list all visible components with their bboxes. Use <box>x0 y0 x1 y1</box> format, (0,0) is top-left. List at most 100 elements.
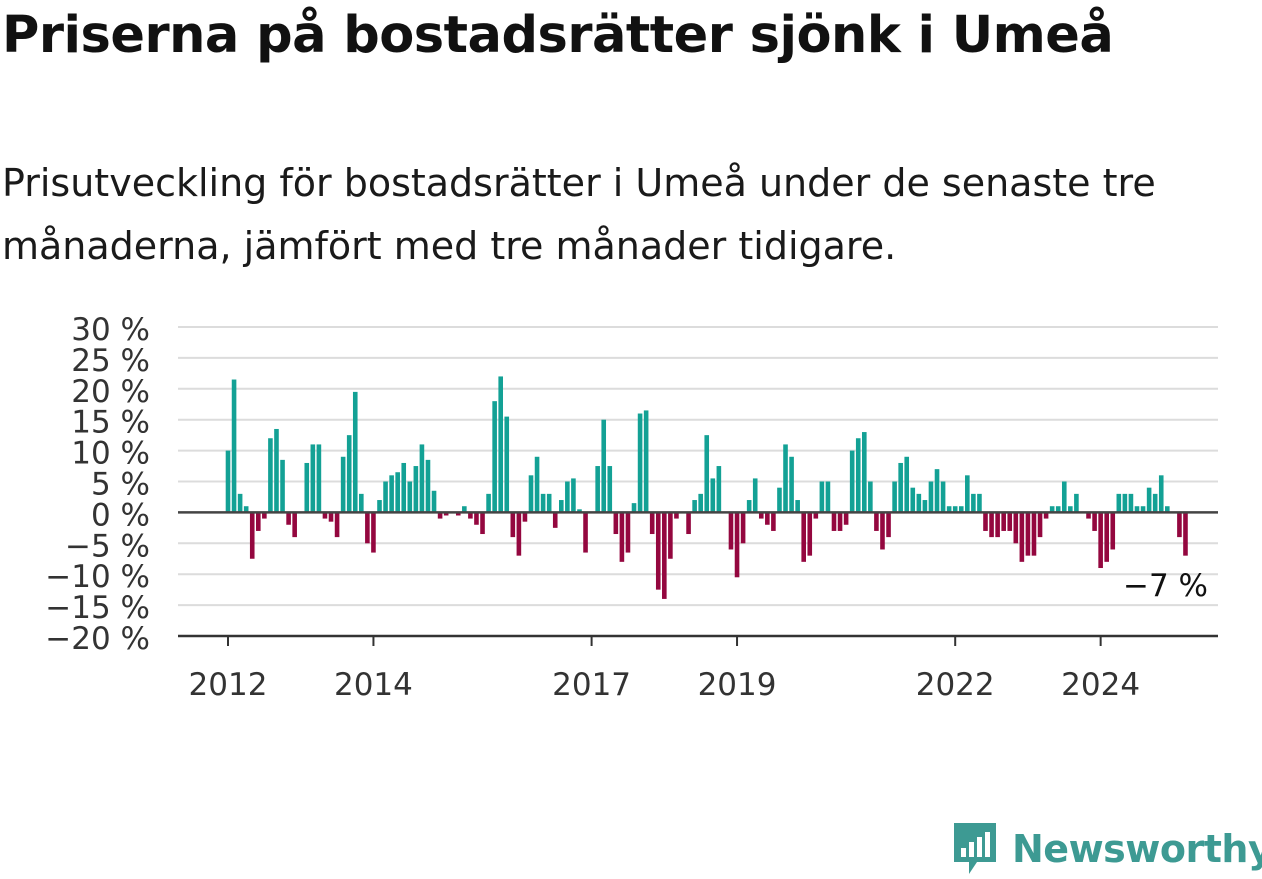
y-tick-label: 25 % <box>71 343 150 379</box>
bar <box>262 512 267 519</box>
bar <box>631 503 637 513</box>
bar <box>910 487 916 513</box>
bar <box>1025 512 1031 556</box>
bar <box>1049 506 1055 513</box>
bar <box>795 500 800 513</box>
bar <box>698 493 703 513</box>
chart-title: Priserna på bostadsrätter sjönk i Umeå <box>2 6 1114 65</box>
bar <box>249 512 255 559</box>
x-tick-label: 2014 <box>334 667 413 703</box>
bar <box>704 435 710 513</box>
bar <box>1019 512 1025 562</box>
bar <box>625 512 631 553</box>
bar <box>868 481 873 513</box>
last-value-annotation: −7 % <box>1123 568 1208 604</box>
bar <box>546 493 552 513</box>
bar <box>983 512 988 531</box>
bar <box>425 459 431 513</box>
bar <box>510 512 516 538</box>
bar <box>1104 512 1109 562</box>
bar <box>637 413 643 513</box>
bar <box>716 466 722 513</box>
bar <box>225 450 231 513</box>
y-tick-label: 5 % <box>91 467 150 503</box>
bar <box>268 438 273 513</box>
bar <box>843 512 849 525</box>
y-tick-label: 15 % <box>71 405 150 441</box>
bar <box>352 391 358 513</box>
bar <box>777 487 782 513</box>
bar <box>516 512 522 556</box>
bar <box>486 493 491 513</box>
bar <box>571 478 576 513</box>
bar <box>807 512 813 556</box>
y-tick-label: 20 % <box>71 374 150 410</box>
bar <box>528 475 534 513</box>
bar <box>1110 512 1116 550</box>
bar <box>952 506 958 513</box>
bar <box>389 475 394 513</box>
bar <box>855 438 861 513</box>
bar <box>862 432 867 513</box>
bar <box>662 512 667 599</box>
bar <box>1061 481 1067 513</box>
bar <box>540 493 546 513</box>
bar <box>904 456 910 513</box>
newsworthy-logo-icon <box>954 823 996 874</box>
bar <box>498 376 503 513</box>
bar <box>280 459 285 513</box>
bar <box>765 512 770 525</box>
bar <box>1086 512 1091 519</box>
bar <box>401 462 407 513</box>
bar <box>455 512 461 516</box>
bar <box>316 444 322 513</box>
brand-logo: Newsworthy <box>950 820 1262 878</box>
bar <box>995 512 1000 538</box>
bar <box>874 512 879 531</box>
bar <box>886 512 891 538</box>
bar <box>274 428 279 513</box>
bar <box>655 512 661 590</box>
bar <box>559 500 564 513</box>
bar <box>649 512 655 535</box>
y-tick-label: −5 % <box>65 528 150 564</box>
bar <box>692 500 697 513</box>
bar <box>831 512 837 531</box>
y-tick-label: 10 % <box>71 436 150 472</box>
x-tick-label: 2022 <box>916 667 995 703</box>
y-tick-label: −20 % <box>45 621 150 657</box>
bar <box>728 512 734 550</box>
bar <box>1007 512 1013 531</box>
bar <box>934 469 940 513</box>
brand-name: Newsworthy <box>1012 827 1262 871</box>
bar <box>322 512 328 519</box>
bar <box>365 512 370 544</box>
bar <box>916 493 922 513</box>
bar <box>407 481 413 513</box>
bar <box>989 512 994 538</box>
bar <box>256 512 261 531</box>
bar <box>1074 493 1079 513</box>
bar <box>1092 512 1097 531</box>
bar <box>1031 512 1037 556</box>
bar <box>1152 493 1158 513</box>
bar <box>437 512 443 519</box>
bar <box>607 466 613 513</box>
bar <box>577 509 582 513</box>
bar <box>552 512 558 528</box>
bar <box>783 444 788 513</box>
bar <box>668 512 673 559</box>
bar <box>583 512 588 553</box>
bar <box>334 512 340 538</box>
bar <box>734 512 740 578</box>
bar <box>1177 512 1182 538</box>
bar <box>310 444 316 513</box>
bar <box>789 456 794 513</box>
bar <box>613 512 619 535</box>
bar <box>619 512 625 562</box>
bar <box>825 481 831 513</box>
x-tick-label: 2012 <box>189 667 268 703</box>
bar <box>965 475 970 513</box>
bar <box>1116 493 1122 513</box>
bar <box>286 512 291 525</box>
